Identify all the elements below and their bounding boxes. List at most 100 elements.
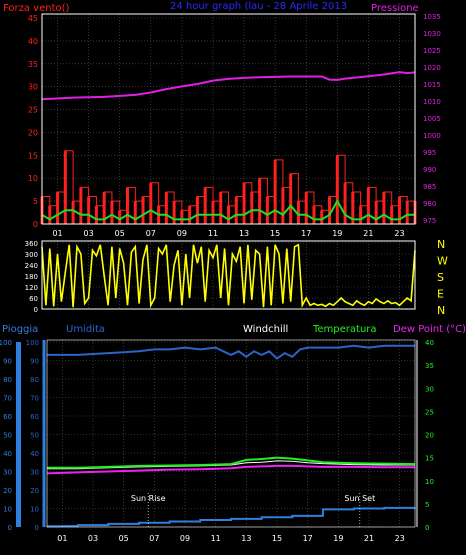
p1-left-tick-label: 0 — [33, 220, 38, 229]
p3-x-tick-label: 01 — [57, 534, 67, 543]
p2-tick-label: 360 — [25, 240, 38, 248]
temperature-label: Temperatura — [312, 324, 377, 335]
p1-left-tick-label: 35 — [28, 60, 38, 69]
pressure-line — [41, 71, 416, 101]
p1-x-tick-label: 21 — [363, 229, 373, 238]
p3-left-tick-label: 60 — [3, 413, 12, 421]
gust-line — [42, 150, 415, 211]
p3-x-tick-label: 03 — [88, 534, 98, 543]
p3-humidity-tick-label: 40 — [30, 450, 39, 458]
p2-tick-label: 300 — [25, 251, 38, 259]
p1-left-tick-label: 30 — [28, 83, 38, 92]
compass-w-label: W — [437, 255, 448, 268]
sun-annotation-label: Sun Set — [344, 494, 375, 503]
p1-right-tick-label: 975 — [423, 217, 436, 225]
p3-right-tick-label: 15 — [425, 455, 434, 463]
p1-x-tick-label: 15 — [270, 229, 280, 238]
p1-right-tick-label: 1010 — [423, 98, 441, 106]
rain-line — [47, 506, 416, 528]
p1-left-tick-label: 25 — [28, 106, 38, 115]
p3-x-tick-label: 23 — [395, 534, 405, 543]
humidity-line — [47, 344, 415, 360]
p1-x-tick-label: 07 — [146, 229, 156, 238]
p1-left-tick-label: 20 — [28, 128, 38, 137]
p3-left-tick-label: 70 — [3, 395, 12, 403]
graph-title: 24 hour graph (lau - 28 Aprile 2013 — [170, 1, 347, 12]
p3-x-tick-label: 13 — [241, 534, 251, 543]
p3-right-tick-label: 35 — [425, 362, 434, 370]
p1-right-tick-label: 1030 — [423, 30, 441, 38]
p1-right-tick-label: 995 — [423, 149, 436, 157]
p1-left-tick-label: 15 — [28, 151, 38, 160]
p1-x-tick-label: 05 — [115, 229, 125, 238]
p1-frame — [41, 13, 416, 225]
p3-left-tick-label: 90 — [3, 358, 12, 366]
p3-left-tick-label: 20 — [3, 487, 12, 495]
p3-x-tick-label: 21 — [364, 534, 374, 543]
p1-right-tick-label: 980 — [423, 200, 436, 208]
humidity-label: Umidita — [66, 324, 105, 335]
series-layer — [40, 71, 417, 528]
p1-right-tick-label: 1000 — [423, 132, 441, 140]
p3-humidity-tick-label: 100 — [26, 339, 39, 347]
p2-frame — [41, 240, 416, 310]
p3-left-tick-label: 80 — [3, 376, 12, 384]
p1-x-tick-label: 01 — [52, 229, 62, 238]
p3-humidity-tick-label: 10 — [30, 506, 39, 514]
p1-x-tick-label: 13 — [239, 229, 249, 238]
p3-x-tick-label: 15 — [272, 534, 282, 543]
p1-right-tick-label: 1025 — [423, 47, 441, 55]
frame-layer — [16, 13, 418, 528]
compass-n-label: N — [437, 238, 445, 251]
pressure-label: Pressione — [371, 3, 419, 14]
p1-right-tick-label: 1035 — [423, 13, 441, 21]
p3-left-tick-label: 50 — [3, 432, 12, 440]
p3-x-tick-label: 07 — [149, 534, 159, 543]
p3-frame — [46, 339, 416, 528]
p3-x-tick-label: 11 — [211, 534, 221, 543]
p1-x-tick-label: 09 — [177, 229, 187, 238]
temperature-line — [47, 456, 416, 469]
p3-humidity-tick-label: 50 — [30, 432, 39, 440]
p1-left-tick-label: 45 — [28, 14, 38, 23]
p1-right-tick-label: 1005 — [423, 115, 441, 123]
p3-x-tick-label: 05 — [119, 534, 129, 543]
windchill-label: Windchill — [243, 324, 288, 335]
p3-x-tick-label: 17 — [303, 534, 313, 543]
p3-left-tick-label: 40 — [3, 450, 12, 458]
p3-left-tick-label: 30 — [3, 469, 12, 477]
p3-right-tick-label: 5 — [425, 501, 429, 509]
p1-x-tick-label: 19 — [332, 229, 342, 238]
compass-e-label: E — [437, 288, 444, 301]
p1-x-tick-label: 23 — [394, 229, 404, 238]
p1-x-tick-label: 03 — [84, 229, 94, 238]
p3-left-tick-label: 100 — [0, 339, 12, 347]
p3-humidity-tick-label: 30 — [30, 469, 39, 477]
rain-axis-bar — [16, 342, 21, 527]
p2-tick-label: 240 — [25, 262, 38, 270]
p1-x-tick-label: 11 — [208, 229, 218, 238]
p1-right-tick-label: 1020 — [423, 64, 441, 72]
p1-right-tick-label: 1015 — [423, 81, 441, 89]
p3-humidity-tick-label: 80 — [30, 376, 39, 384]
wind-force-label: Forza vento() — [3, 3, 70, 14]
compass-n-label: N — [437, 304, 445, 317]
sun-annotation-label: Sun Rise — [131, 494, 166, 503]
p3-right-tick-label: 25 — [425, 408, 434, 416]
p3-right-tick-label: 40 — [425, 339, 434, 347]
p3-humidity-tick-label: 70 — [30, 395, 39, 403]
p3-x-tick-label: 19 — [333, 534, 343, 543]
p3-left-tick-label: 0 — [8, 524, 12, 532]
p1-left-tick-label: 10 — [28, 174, 38, 183]
p3-humidity-tick-label: 0 — [35, 524, 39, 532]
p2-tick-label: 0 — [34, 306, 38, 314]
wind-direction-line — [41, 243, 416, 309]
p2-tick-label: 120 — [25, 284, 38, 292]
p3-humidity-tick-label: 90 — [30, 358, 39, 366]
wind-speed-line — [41, 199, 415, 221]
p3-left-tick-label: 10 — [3, 506, 12, 514]
grid-layer — [42, 14, 415, 528]
p3-x-tick-label: 09 — [180, 534, 190, 543]
